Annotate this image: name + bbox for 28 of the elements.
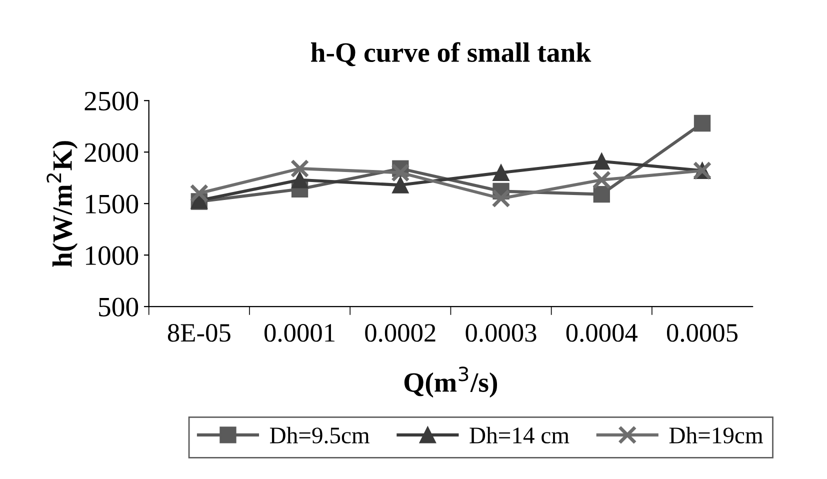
legend-label: Dh=14 cm: [470, 426, 570, 444]
point: [592, 170, 612, 190]
point: [290, 159, 310, 178]
x-tick-label: 8E-05: [168, 324, 230, 342]
point: [391, 163, 410, 182]
y-tick-label: 2500: [84, 92, 138, 110]
x-tick-label: 0.0004: [566, 324, 638, 342]
point: [492, 164, 510, 182]
y-axis-title: h(W/m$^{2}$K): [46, 141, 78, 267]
point: [392, 176, 409, 194]
x-tick-label: 0.0003: [466, 324, 536, 342]
y-tick-label: 1000: [86, 246, 138, 265]
point: [190, 184, 209, 203]
point: [694, 114, 711, 132]
legend-label: Dh=19cm: [669, 426, 763, 444]
y-tick-label: 500: [99, 298, 138, 316]
chart-title: h-Q curve of small tank: [310, 42, 592, 66]
x-tick-label: 0.0005: [666, 324, 738, 342]
x-tick-label: 0.0001: [264, 324, 334, 342]
y-tick-label: 2000: [84, 143, 138, 162]
x-axis-title: Q(m$^{3}$/s): [404, 366, 498, 398]
x-tick-label: 0.0002: [365, 324, 436, 342]
point: [291, 172, 308, 188]
point: [593, 153, 610, 170]
point: [492, 189, 510, 208]
point: [593, 186, 610, 203]
y-tick-label: 1500: [86, 194, 138, 214]
legend-label: Dh=9.5cm: [270, 426, 370, 444]
